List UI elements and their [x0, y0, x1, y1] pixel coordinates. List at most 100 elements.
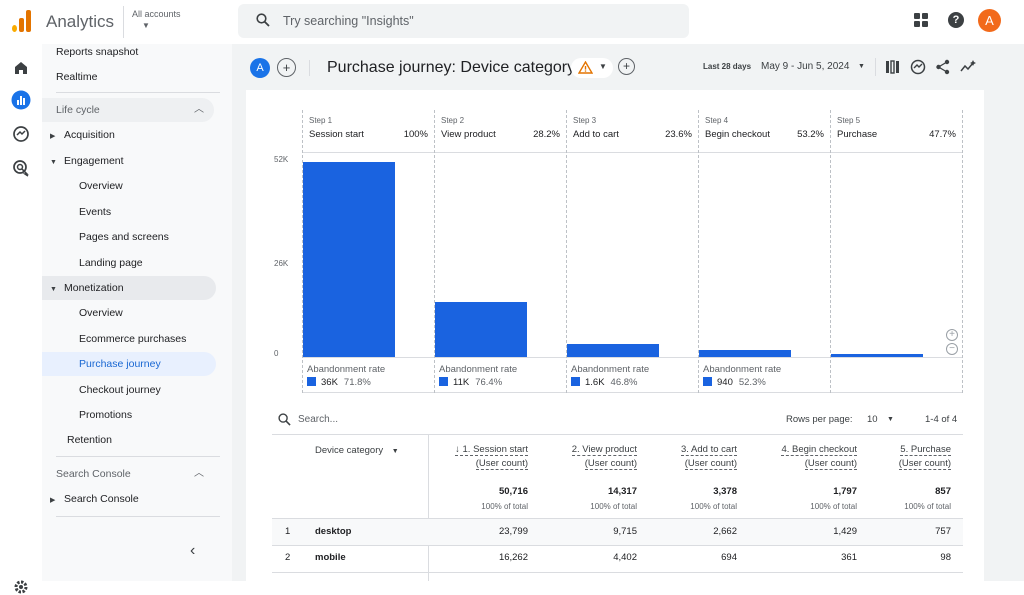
- step-number: Step 2: [441, 116, 465, 125]
- funnel-step[interactable]: Step 3 Add to cart 23.6% Abandonment rat…: [566, 110, 698, 393]
- zoom-out-icon[interactable]: −: [946, 343, 958, 355]
- sidebar-item-ecommerce-purchases[interactable]: Ecommerce purchases: [79, 333, 187, 345]
- funnel-step[interactable]: Step 5 Purchase 47.7%: [830, 110, 963, 393]
- trend-insights-icon[interactable]: [959, 58, 977, 76]
- col-header-begin-checkout[interactable]: 4. Begin checkout (User count): [740, 443, 857, 471]
- sidebar-section-search-console[interactable]: Search Console ︿: [42, 462, 214, 486]
- sidebar-item-engagement[interactable]: ▼ Engagement: [50, 149, 124, 173]
- help-icon[interactable]: ?: [948, 12, 964, 28]
- apps-grid-icon[interactable]: [914, 13, 928, 27]
- collapse-sidebar-icon[interactable]: ‹: [190, 542, 196, 559]
- device-cell[interactable]: mobile: [315, 552, 346, 563]
- chart-header-line: [302, 152, 963, 153]
- abandonment-label: Abandonment rate: [439, 364, 518, 375]
- abandonment-label: Abandonment rate: [571, 364, 650, 375]
- sidebar-item-monetization[interactable]: ▼ Monetization: [42, 276, 216, 300]
- sidebar-item-engagement-overview[interactable]: Overview: [79, 180, 123, 192]
- sidebar-item-acquisition[interactable]: ▶ Acquisition: [50, 123, 115, 147]
- add-button[interactable]: +: [618, 58, 635, 75]
- sidebar-item-checkout-journey[interactable]: Checkout journey: [79, 384, 161, 396]
- sidebar-item-search-console[interactable]: ▶ Search Console: [50, 487, 139, 511]
- sidebar-item-retention[interactable]: Retention: [67, 434, 112, 446]
- warning-chip[interactable]: ▼: [571, 58, 613, 78]
- caret-down-icon[interactable]: ▼: [858, 63, 865, 70]
- sidebar-item-reports-snapshot[interactable]: Reports snapshot: [56, 46, 139, 58]
- value-cell: 4,402: [613, 552, 637, 563]
- col-header-purchase[interactable]: 5. Purchase (User count): [860, 443, 951, 471]
- step-name: Add to cart: [573, 129, 619, 140]
- abandonment-rate: 76.4%: [475, 377, 503, 388]
- total-value: 3,378: [713, 486, 737, 497]
- rows-per-page-select[interactable]: 10: [867, 414, 878, 425]
- reports-icon[interactable]: [11, 90, 31, 110]
- search-placeholder: Try searching "Insights": [283, 14, 414, 28]
- sidebar-item-purchase-journey[interactable]: Purchase journey: [42, 352, 216, 376]
- col-header-add-to-cart[interactable]: 3. Add to cart (User count): [640, 443, 737, 471]
- sidebar-item-events[interactable]: Events: [79, 206, 112, 218]
- col-header-view-product[interactable]: 2. View product (User count): [530, 443, 637, 471]
- caret-right-icon: ▶: [50, 133, 56, 140]
- y-tick-label: 26K: [274, 259, 289, 268]
- share-icon[interactable]: [934, 58, 952, 76]
- toolbar-divider: [875, 58, 876, 76]
- analytics-logo-icon[interactable]: [12, 10, 34, 32]
- sidebar-divider: [56, 516, 220, 517]
- col-header-session-start[interactable]: ↓ 1. Session start (User count): [428, 443, 528, 471]
- funnel-step[interactable]: Step 4 Begin checkout 53.2% Abandonment …: [698, 110, 830, 393]
- device-category-header[interactable]: Device category ▼: [315, 444, 399, 459]
- caret-right-icon: ▶: [50, 497, 56, 504]
- funnel-chart: Step 1 Session start 100% Abandonment ra…: [302, 110, 963, 393]
- abandonment-rate: 71.8%: [343, 377, 371, 388]
- device-cell[interactable]: desktop: [315, 526, 352, 537]
- caret-down-icon: ▼: [142, 21, 150, 30]
- column-sublabel: (User count): [684, 458, 737, 470]
- step-name: Begin checkout: [705, 129, 770, 140]
- account-avatar[interactable]: A: [978, 9, 1001, 32]
- sidebar-section-life-cycle[interactable]: Life cycle ︿: [42, 98, 214, 122]
- insights-icon[interactable]: [909, 58, 927, 76]
- search-bar[interactable]: Try searching "Insights": [238, 4, 689, 38]
- sidebar-item-realtime[interactable]: Realtime: [56, 71, 98, 83]
- explore-icon[interactable]: [11, 124, 31, 144]
- rows-per-page-label: Rows per page:: [786, 414, 853, 425]
- chart-baseline: [302, 357, 963, 358]
- caret-down-icon[interactable]: ▼: [887, 416, 894, 423]
- sidebar-item-label: Search Console: [64, 493, 139, 505]
- table-search-input[interactable]: Search...: [298, 414, 339, 425]
- table-row[interactable]: [272, 519, 963, 545]
- step-name: Session start: [309, 129, 364, 140]
- sidebar-item-pages-and-screens[interactable]: Pages and screens: [79, 231, 169, 243]
- column-sublabel: (User count): [804, 458, 857, 470]
- funnel-bar[interactable]: [567, 344, 659, 357]
- funnel-step[interactable]: Step 2 View product 28.2% Abandonment ra…: [434, 110, 566, 393]
- funnel-bar[interactable]: [435, 301, 527, 357]
- y-tick-label: 0: [274, 349, 279, 358]
- account-selector[interactable]: All accounts ▼: [123, 6, 181, 38]
- abandonment-count: 940: [717, 377, 733, 388]
- comparison-avatar[interactable]: A: [250, 58, 270, 78]
- add-comparison-button[interactable]: +: [277, 58, 296, 77]
- funnel-bar[interactable]: [699, 350, 791, 357]
- customize-report-icon[interactable]: [884, 58, 902, 76]
- sidebar-item-promotions[interactable]: Promotions: [79, 409, 133, 421]
- sidebar-item-landing-page[interactable]: Landing page: [79, 257, 143, 269]
- home-icon[interactable]: [11, 58, 31, 78]
- warning-icon: [578, 61, 593, 74]
- settings-gear-icon[interactable]: [13, 579, 29, 595]
- step-percent: 100%: [403, 129, 428, 140]
- funnel-bar[interactable]: [831, 353, 923, 357]
- sidebar-item-label: Monetization: [64, 282, 124, 294]
- column-label: ↓ 1. Session start: [455, 444, 528, 456]
- chart-bottom-line: [302, 392, 963, 393]
- sidebar-item-monetization-overview[interactable]: Overview: [79, 307, 123, 319]
- value-cell: 1,429: [833, 526, 857, 537]
- step-number: Step 5: [837, 116, 861, 125]
- abandonment-value: 940 52.3%: [703, 377, 766, 388]
- funnel-step[interactable]: Step 1 Session start 100% Abandonment ra…: [302, 110, 434, 393]
- row-divider: [272, 572, 963, 573]
- caret-down-icon: ▼: [599, 62, 607, 71]
- date-range-picker[interactable]: May 9 - Jun 5, 2024: [761, 61, 850, 72]
- zoom-in-icon[interactable]: +: [946, 329, 958, 341]
- advertising-icon[interactable]: [11, 158, 31, 178]
- funnel-bar[interactable]: [303, 161, 395, 357]
